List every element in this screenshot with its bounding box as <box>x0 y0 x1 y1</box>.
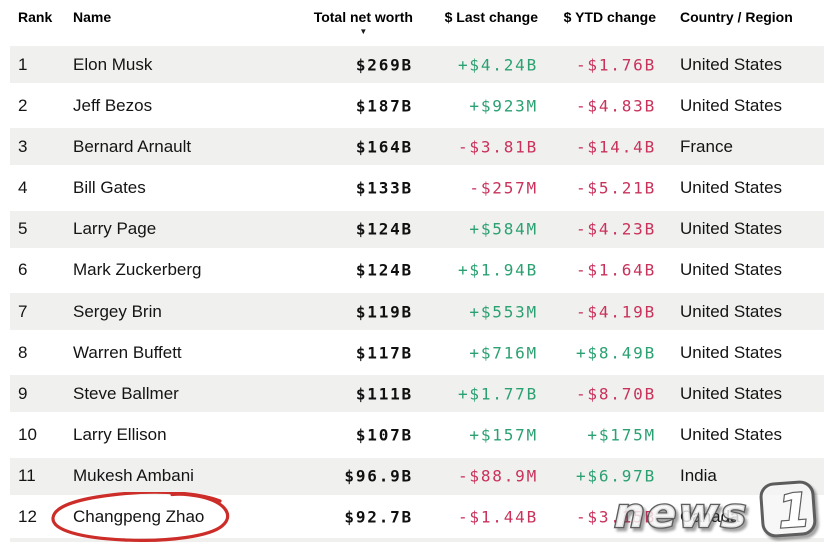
last-change-cell: -$88.9M <box>457 466 538 486</box>
name-cell: Warren Buffett <box>73 342 182 362</box>
name-cell: Steve Ballmer <box>73 383 179 403</box>
net-worth-cell: $92.7B <box>344 507 413 527</box>
table-row: 5 Larry Page $124B +$584M -$4.23B United Stat… <box>0 209 824 250</box>
ytd-change-cell: -$4.23B <box>575 219 656 239</box>
last-change-cell: -$1.44B <box>457 507 538 527</box>
country-cell: Canada <box>680 507 740 527</box>
ytd-change-cell: +$8.49B <box>575 343 656 363</box>
ytd-change-cell: -$4.19B <box>575 302 656 322</box>
ytd-change-cell: -$8.70B <box>575 384 656 404</box>
net-worth-cell: $269B <box>355 55 413 75</box>
column-header-last-change[interactable]: $ Last change <box>444 9 538 25</box>
sort-descending-icon: ▼ <box>359 27 368 36</box>
country-cell: United States <box>680 342 783 362</box>
rank-cell: 6 <box>18 260 28 280</box>
net-worth-cell: $117B <box>355 343 413 363</box>
name-cell: Larry Ellison <box>73 424 167 444</box>
table-row: 12 Changpeng Zhao $92.7B -$1.44B -$3.15B Cana… <box>0 497 824 538</box>
table-row: 4 Bill Gates $133B -$257M -$5.21B United Stat… <box>0 167 824 208</box>
table-row: 2 Jeff Bezos $187B +$923M -$4.83B United Stat… <box>0 85 824 126</box>
last-change-cell: +$553M <box>469 302 538 322</box>
table-row: 3 Bernard Arnault $164B -$3.81B -$14.4B Franc… <box>0 126 824 167</box>
country-cell: India <box>680 466 717 486</box>
table-row: 10 Larry Ellison $107B +$157M +$175M United S… <box>0 414 824 455</box>
country-cell: United States <box>680 424 783 444</box>
ytd-change-cell: -$1.76B <box>575 55 656 75</box>
table-row: 7 Sergey Brin $119B +$553M -$4.19B United Sta… <box>0 291 824 332</box>
net-worth-cell: $124B <box>355 219 413 239</box>
ytd-change-cell: -$3.15B <box>575 507 656 527</box>
table-row: 6 Mark Zuckerberg $124B +$1.94B -$1.64B Unite… <box>0 250 824 291</box>
rank-cell: 7 <box>18 301 28 321</box>
column-header-total-net-worth-label: Total net worth <box>313 9 413 25</box>
ytd-change-cell: -$14.4B <box>575 137 656 157</box>
rank-cell: 8 <box>18 342 28 362</box>
net-worth-cell: $111B <box>355 384 413 404</box>
country-cell: United States <box>680 301 783 321</box>
table-header: Rank Name Total net worth ▼ $ Last chang… <box>0 0 824 44</box>
name-cell: Bernard Arnault <box>73 136 192 156</box>
name-cell: Mark Zuckerberg <box>73 260 202 280</box>
rank-cell: 10 <box>18 424 37 444</box>
column-header-total-net-worth[interactable]: Total net worth ▼ <box>314 9 413 36</box>
rank-cell: 3 <box>18 136 28 156</box>
net-worth-cell: $107B <box>355 425 413 445</box>
net-worth-cell: $119B <box>355 302 413 322</box>
name-cell: Mukesh Ambani <box>73 466 194 486</box>
last-change-cell: +$1.94B <box>457 260 538 280</box>
table-row: 11 Mukesh Ambani $96.9B -$88.9M +$6.97B India <box>0 456 824 497</box>
last-change-cell: +$4.24B <box>457 55 538 75</box>
country-cell: United States <box>680 95 783 115</box>
next-row-sliver <box>10 538 824 542</box>
country-cell: United States <box>680 260 783 280</box>
last-change-cell: +$716M <box>469 343 538 363</box>
rank-cell: 9 <box>18 383 28 403</box>
ytd-change-cell: -$5.21B <box>575 178 656 198</box>
ytd-change-cell: +$175M <box>587 425 656 445</box>
table-body: 1 Elon Musk $269B +$4.24B -$1.76B United Stat… <box>0 44 824 538</box>
net-worth-cell: $133B <box>355 178 413 198</box>
name-cell: Changpeng Zhao <box>73 507 205 527</box>
name-cell: Jeff Bezos <box>73 95 153 115</box>
name-cell: Bill Gates <box>73 178 146 198</box>
rank-cell: 12 <box>18 507 37 527</box>
column-header-rank[interactable]: Rank <box>18 9 53 25</box>
last-change-cell: +$157M <box>469 425 538 445</box>
country-cell: France <box>680 136 733 156</box>
rank-cell: 4 <box>18 178 28 198</box>
name-cell: Elon Musk <box>73 54 153 74</box>
net-worth-cell: $187B <box>355 96 413 116</box>
rank-cell: 1 <box>18 54 28 74</box>
last-change-cell: +$923M <box>469 96 538 116</box>
last-change-cell: -$257M <box>469 178 538 198</box>
net-worth-cell: $164B <box>355 137 413 157</box>
net-worth-cell: $124B <box>355 260 413 280</box>
name-cell: Larry Page <box>73 219 157 239</box>
country-cell: United States <box>680 178 783 198</box>
net-worth-cell: $96.9B <box>344 466 413 486</box>
rank-cell: 5 <box>18 219 28 239</box>
table-row: 8 Warren Buffett $117B +$716M +$8.49B United … <box>0 332 824 373</box>
column-header-ytd-change[interactable]: $ YTD change <box>563 9 656 25</box>
column-header-country-region[interactable]: Country / Region <box>680 9 793 25</box>
country-cell: United States <box>680 219 783 239</box>
country-cell: United States <box>680 54 783 74</box>
ytd-change-cell: -$4.83B <box>575 96 656 116</box>
table-row: 9 Steve Ballmer $111B +$1.77B -$8.70B United … <box>0 373 824 414</box>
ytd-change-cell: +$6.97B <box>575 466 656 486</box>
last-change-cell: +$584M <box>469 219 538 239</box>
rank-cell: 11 <box>18 466 36 486</box>
rank-cell: 2 <box>18 95 28 115</box>
ytd-change-cell: -$1.64B <box>575 260 656 280</box>
country-cell: United States <box>680 383 783 403</box>
name-cell: Sergey Brin <box>73 301 162 321</box>
last-change-cell: +$1.77B <box>457 384 538 404</box>
last-change-cell: -$3.81B <box>457 137 538 157</box>
column-header-name[interactable]: Name <box>73 9 112 25</box>
table-row: 1 Elon Musk $269B +$4.24B -$1.76B United Stat… <box>0 44 824 85</box>
